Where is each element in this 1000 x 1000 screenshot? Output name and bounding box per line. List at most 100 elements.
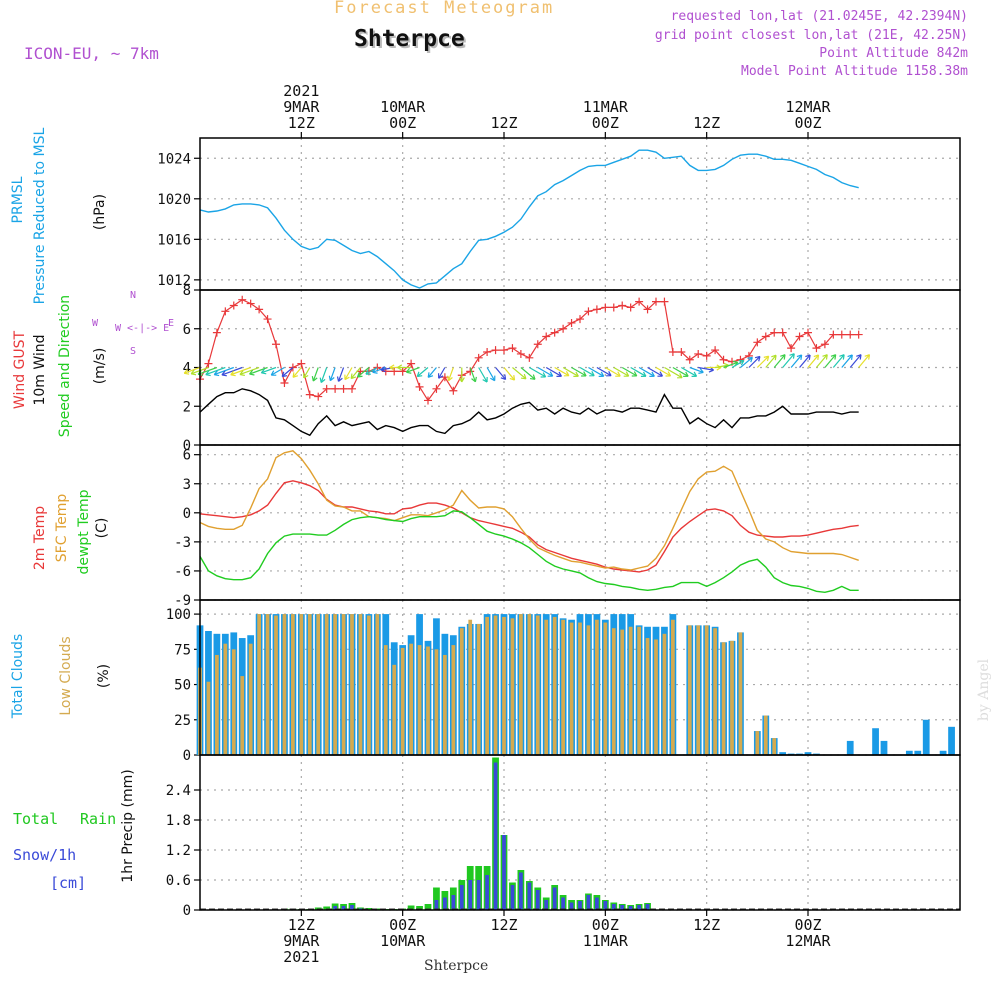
wind-gust-marker — [559, 324, 568, 333]
bottom-time-label: 11MAR — [583, 932, 629, 950]
snow-bar — [502, 835, 506, 910]
wind-arrow-head — [328, 375, 335, 382]
snow-bar — [645, 904, 650, 910]
wind-gust-marker — [432, 384, 441, 393]
wind-arrow-head — [640, 371, 647, 377]
total-cloud-bar — [939, 750, 947, 755]
bottom-time-label: 12MAR — [785, 932, 831, 950]
total-cloud-bar — [880, 740, 888, 755]
low-cloud-bar — [291, 614, 295, 755]
wind-gust-marker — [305, 390, 314, 399]
bottom-time-label: 2021 — [283, 948, 319, 966]
wind-gust-marker — [238, 295, 247, 304]
wind-arrow-head — [691, 371, 698, 377]
wind-direction-arrow — [197, 366, 218, 375]
wind-arrow-head — [389, 364, 395, 371]
low-cloud-bar — [383, 645, 388, 755]
pressure-unit: (hPa) — [92, 193, 108, 231]
y-tick-label: 1020 — [157, 192, 191, 208]
wind-arrow-head — [372, 368, 378, 374]
wind-unit: (m/s) — [92, 347, 108, 385]
wind-gust-marker — [618, 301, 627, 310]
low-cloud-bar — [274, 615, 278, 755]
wind-arrow-head — [281, 371, 288, 378]
compass-w: W — [92, 318, 99, 329]
wind-direction-arrow — [344, 367, 353, 380]
low-cloud-bar — [451, 645, 456, 755]
y-tick-label: 100 — [166, 607, 191, 623]
wind-10m-label: 10m Wind — [32, 334, 48, 406]
wind-direction-arrow — [579, 366, 595, 377]
panel-bg — [200, 445, 960, 600]
wind-arrow-head — [556, 371, 562, 377]
snow-bar — [578, 901, 582, 910]
total-cloud-bar — [846, 740, 854, 755]
wind-arrow-head — [500, 374, 507, 381]
wind-gust-marker — [280, 379, 289, 387]
low-cloud-bar — [240, 676, 245, 755]
low-cloud-bar — [215, 654, 219, 755]
low-cloud-bar — [611, 628, 616, 755]
wind-gust-marker — [854, 330, 863, 339]
wind-arrow-head — [260, 368, 267, 375]
snow-bar — [637, 905, 641, 910]
wind-direction-arrow — [858, 354, 870, 368]
wind-direction-arrow — [438, 367, 446, 379]
wind-arrow-head — [356, 372, 363, 378]
snow-bar — [451, 895, 456, 910]
temp-2m-label: 2m Temp — [32, 505, 48, 571]
wind-direction-arrow — [562, 366, 579, 377]
wind-arrow-head — [763, 355, 770, 362]
wind-gust-marker — [550, 328, 559, 337]
y-tick-label: 0 — [183, 438, 191, 454]
rain-bar — [407, 905, 415, 910]
wind-direction-arrow — [303, 367, 311, 379]
y-tick-label: 6 — [183, 322, 191, 338]
bottom-time-label: 00Z — [592, 916, 619, 934]
snow-bar — [535, 890, 540, 910]
snow-bar — [595, 897, 599, 910]
y-tick-label: -3 — [174, 535, 191, 551]
info-line-3: Point Altitude 842m — [819, 46, 968, 61]
wind-gust-marker — [297, 359, 306, 368]
snow-bar — [628, 906, 633, 910]
wind-gust-marker — [846, 330, 855, 339]
wind-gust-marker — [643, 305, 652, 314]
snow-bar — [552, 887, 557, 910]
wind-gust-marker — [820, 340, 829, 349]
rain-bar — [416, 906, 423, 910]
wind-gust-marker — [491, 346, 500, 355]
y-tick-label: -6 — [174, 564, 191, 580]
y-tick-label: 1.2 — [166, 843, 191, 859]
wind-direction-arrow — [782, 353, 795, 368]
wind-arrow-head — [805, 354, 811, 360]
low-cloud-bar — [206, 681, 211, 755]
top-time-label: 12Z — [693, 114, 720, 132]
top-time-label: 00Z — [794, 114, 821, 132]
wind-arrow-head — [563, 371, 570, 377]
y-tick-label: 1016 — [157, 232, 191, 248]
wind-arrow-head — [365, 369, 371, 375]
compass-s: S — [130, 346, 137, 357]
wind-gust-marker — [770, 328, 779, 337]
precip-total-label: Total — [13, 810, 59, 828]
wind-gust-label: Wind GUST — [12, 330, 28, 410]
wind-arrow-head — [344, 374, 350, 381]
wind-arrow-head — [270, 370, 277, 376]
wind-direction-arrow — [588, 366, 604, 377]
low-cloud-bar — [257, 614, 261, 755]
wind-gust-marker — [533, 340, 542, 349]
wind-direction-arrow — [681, 366, 697, 377]
low-cloud-bar — [417, 645, 422, 755]
low-cloud-bar — [544, 619, 549, 755]
wind-arrow-head — [529, 374, 536, 380]
wind-arrow-head — [839, 354, 845, 360]
wind-direction-arrow — [554, 366, 570, 377]
wind-direction-arrow — [605, 366, 621, 377]
wind-direction-arrow — [689, 366, 704, 373]
wind-arrow-head — [698, 368, 704, 374]
wind-arrow-head — [623, 371, 630, 377]
low-cloud-bar — [713, 628, 717, 755]
wind-arrow-head — [830, 354, 837, 360]
panel-bg — [200, 755, 960, 910]
